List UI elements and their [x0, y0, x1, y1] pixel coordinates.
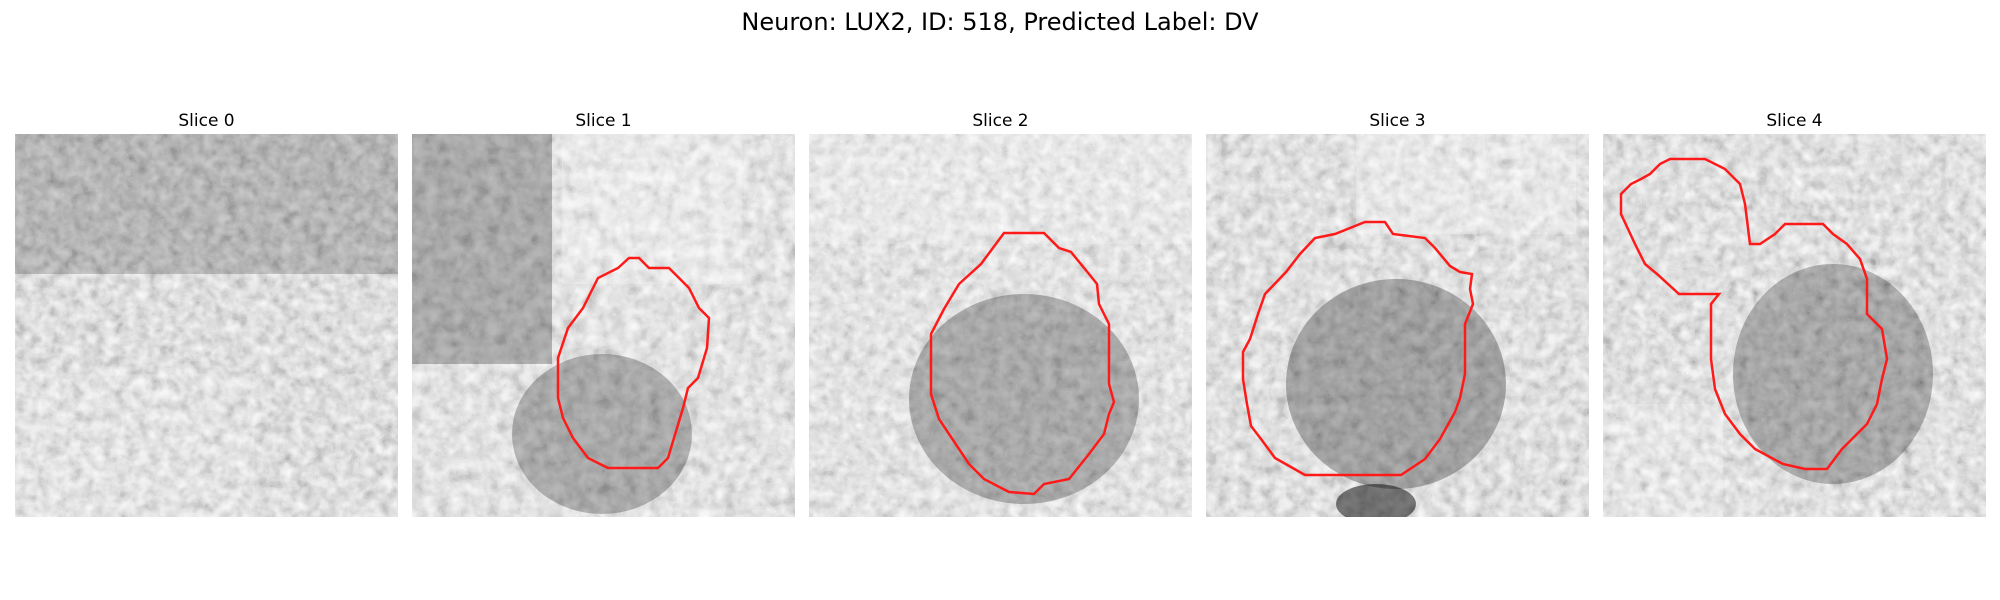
slice-title: Slice 3	[1369, 111, 1426, 131]
slice-image-0	[15, 134, 398, 517]
slice-title: Slice 2	[972, 111, 1029, 131]
contour-outline	[1241, 220, 1475, 477]
slice-title: Slice 0	[178, 111, 235, 131]
slice-panel-3: Slice 3	[1206, 108, 1589, 517]
slice-panel-1: Slice 1	[412, 108, 795, 517]
slice-panel-4: Slice 4	[1603, 108, 1986, 517]
slice-image-4	[1603, 134, 1986, 517]
slice-title: Slice 1	[575, 111, 632, 131]
slice-image-1	[412, 134, 795, 517]
slice-image-2	[809, 134, 1192, 517]
slice-panel-2: Slice 2	[809, 108, 1192, 517]
contour-outline	[929, 231, 1116, 496]
slice-title: Slice 4	[1766, 111, 1823, 131]
figure-title: Neuron: LUX2, ID: 518, Predicted Label: …	[741, 8, 1259, 36]
slice-image-3	[1206, 134, 1589, 517]
contour-outline	[1619, 157, 1889, 471]
slice-panel-0: Slice 0	[15, 108, 398, 517]
contour-outline	[556, 256, 711, 470]
